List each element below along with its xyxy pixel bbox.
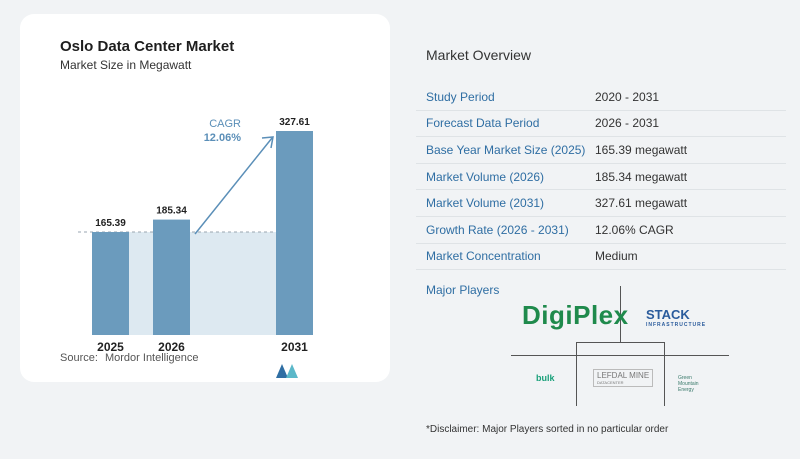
cagr-layer: CAGR 12.06% bbox=[194, 118, 274, 235]
row-value: 2026 - 2031 bbox=[595, 116, 660, 131]
cagr-arrow bbox=[194, 137, 273, 235]
table-row: Forecast Data Period 2026 - 2031 bbox=[416, 111, 786, 138]
row-value: 185.34 megawatt bbox=[595, 169, 688, 184]
value-label-2025: 165.39 bbox=[95, 218, 126, 229]
green-mountain-word: Energy bbox=[678, 387, 694, 393]
row-value: Medium bbox=[595, 249, 638, 264]
table-row: Growth Rate (2026 - 2031) 12.06% CAGR bbox=[416, 217, 786, 244]
stack-logo-name: STACK bbox=[646, 307, 690, 322]
row-key: Market Volume (2031) bbox=[426, 196, 545, 211]
row-key: Study Period bbox=[426, 89, 495, 104]
stack-logo: STACK INFRASTRUCTURE bbox=[646, 307, 706, 328]
overview-table: Study Period 2020 - 2031 Forecast Data Pe… bbox=[416, 84, 786, 271]
bulk-logo: bulk bbox=[536, 373, 555, 383]
cagr-value: 12.06% bbox=[204, 132, 242, 144]
row-value: 2020 - 2031 bbox=[595, 89, 660, 104]
row-key: Base Year Market Size (2025) bbox=[426, 142, 586, 157]
category-label-2031: 2031 bbox=[281, 340, 308, 354]
category-label-2025: 2025 bbox=[97, 340, 124, 354]
table-row: Market Volume (2026) 185.34 megawatt bbox=[416, 164, 786, 191]
table-row: Base Year Market Size (2025) 165.39 megaw… bbox=[416, 137, 786, 164]
bar-2025 bbox=[92, 232, 129, 335]
row-key: Growth Rate (2026 - 2031) bbox=[426, 222, 569, 237]
row-key: Market Concentration bbox=[426, 249, 541, 264]
bar-2026 bbox=[153, 219, 190, 335]
bars-layer bbox=[78, 131, 313, 335]
disclaimer-text: *Disclaimer: Major Players sorted in no … bbox=[426, 424, 669, 435]
logo-divider bbox=[511, 355, 729, 356]
lefdal-logo-sub: DATACENTER bbox=[597, 380, 624, 385]
lefdal-logo-name: LEFDAL MINE bbox=[597, 371, 650, 380]
row-key: Market Volume (2026) bbox=[426, 169, 545, 184]
chart-subtitle: Market Size in Megawatt bbox=[60, 58, 192, 72]
lefdal-logo: LEFDAL MINE DATACENTER bbox=[593, 369, 654, 387]
row-value: 165.39 megawatt bbox=[595, 142, 688, 157]
major-players-label: Major Players bbox=[426, 283, 500, 297]
row-value: 12.06% CAGR bbox=[595, 222, 674, 237]
labels-layer: 165.39 2025 185.34 2026 327.61 2031 bbox=[95, 117, 310, 354]
bar-2031 bbox=[276, 131, 313, 335]
cagr-arrowhead bbox=[261, 136, 274, 149]
mordor-logo-icon bbox=[276, 364, 298, 378]
cagr-label: CAGR bbox=[209, 118, 241, 130]
source-name: Mordor Intelligence bbox=[104, 352, 199, 364]
overview-title: Market Overview bbox=[426, 47, 532, 63]
table-row: Market Volume (2031) 327.61 megawatt bbox=[416, 190, 786, 217]
value-label-2031: 327.61 bbox=[279, 117, 310, 128]
bar-chart: 165.39 2025 185.34 2026 327.61 2031 CAGR 12.0… bbox=[78, 117, 313, 354]
baseline-band bbox=[129, 232, 276, 335]
source-note: Source: Mordor Intelligence bbox=[60, 352, 199, 364]
green-mountain-word: Green bbox=[678, 375, 692, 381]
table-row: Study Period 2020 - 2031 bbox=[416, 84, 786, 111]
table-row: Market Concentration Medium bbox=[416, 244, 786, 271]
value-label-2026: 185.34 bbox=[156, 206, 187, 217]
digiplex-logo: DigiPlex bbox=[522, 300, 629, 330]
row-key: Forecast Data Period bbox=[426, 116, 540, 131]
logo-divider bbox=[576, 342, 577, 406]
logo-divider bbox=[664, 342, 665, 406]
logo-divider bbox=[576, 342, 665, 343]
source-label: Source: bbox=[60, 352, 98, 364]
stack-logo-sub: INFRASTRUCTURE bbox=[646, 322, 707, 328]
green-mountain-logo: Green Mountain Energy bbox=[678, 375, 699, 393]
category-label-2026: 2026 bbox=[158, 340, 185, 354]
row-value: 327.61 megawatt bbox=[595, 196, 688, 211]
logo-divider bbox=[620, 286, 621, 342]
chart-title: Oslo Data Center Market bbox=[60, 38, 235, 55]
green-mountain-word: Mountain bbox=[678, 381, 699, 387]
